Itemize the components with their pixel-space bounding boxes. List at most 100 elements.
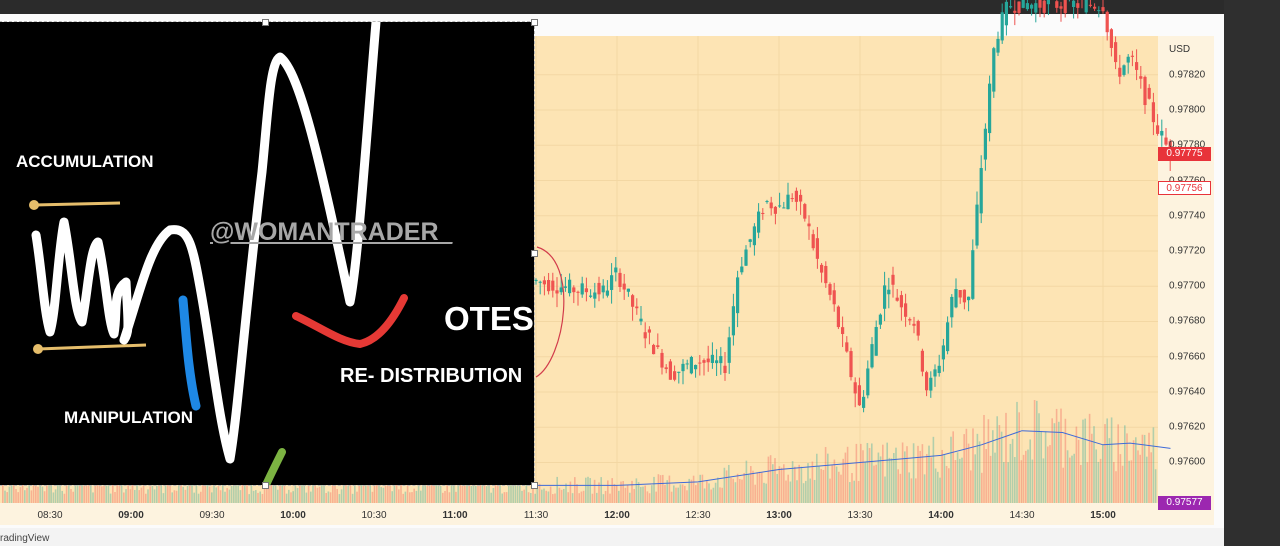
annotation-image[interactable]: ACCUMULATION @WOMANTRADER_ OTES RE- DIST… bbox=[0, 21, 535, 486]
volume-bar-452 bbox=[996, 416, 998, 503]
candle-body-30 bbox=[660, 352, 664, 368]
volume-bar-113 bbox=[250, 480, 253, 503]
volume-bar-65 bbox=[145, 493, 147, 503]
volume-bar-100 bbox=[222, 478, 224, 503]
volume-bar-312 bbox=[688, 478, 690, 503]
volume-bar-349 bbox=[769, 455, 772, 503]
volume-bar-105 bbox=[233, 484, 235, 503]
volume-bar-108 bbox=[239, 490, 242, 503]
volume-bar-252 bbox=[556, 476, 558, 503]
x-tick-label-9: 13:00 bbox=[766, 510, 792, 521]
manipulation-stroke bbox=[178, 295, 201, 411]
volume-bar-316 bbox=[697, 482, 699, 503]
volume-bar-176 bbox=[389, 485, 391, 503]
volume-bar-413 bbox=[910, 478, 913, 503]
volume-bar-119 bbox=[263, 481, 266, 503]
volume-bar-298 bbox=[657, 474, 660, 503]
accumulation-label: ACCUMULATION bbox=[16, 152, 154, 171]
volume-bar-293 bbox=[646, 491, 649, 503]
volume-bar-165 bbox=[365, 480, 367, 503]
candle-body-121 bbox=[1042, 0, 1046, 13]
volume-bar-292 bbox=[644, 485, 646, 503]
x-tick-label-1: 09:00 bbox=[118, 510, 144, 521]
volume-bar-510 bbox=[1124, 425, 1126, 503]
candle-body-66 bbox=[811, 234, 815, 249]
volume-bar-520 bbox=[1146, 456, 1148, 503]
candle-body-93 bbox=[925, 372, 929, 391]
volume-bar-415 bbox=[915, 478, 917, 503]
volume-bar-158 bbox=[349, 476, 352, 503]
candle-body-70 bbox=[828, 284, 832, 295]
candle-body-15 bbox=[597, 282, 601, 295]
volume-bar-397 bbox=[875, 464, 877, 503]
candle-body-81 bbox=[874, 326, 878, 356]
volume-bar-251 bbox=[554, 493, 556, 503]
volume-bar-422 bbox=[930, 457, 932, 503]
volume-bar-116 bbox=[257, 492, 259, 503]
candle-body-4 bbox=[551, 280, 555, 291]
volume-bar-64 bbox=[142, 483, 145, 503]
candle-body-111 bbox=[1000, 12, 1004, 41]
volume-bar-359 bbox=[791, 461, 794, 503]
candle-body-41 bbox=[706, 358, 710, 363]
candle-body-126 bbox=[1063, 0, 1067, 14]
candle-body-131 bbox=[1084, 0, 1088, 13]
candle-body-7 bbox=[563, 286, 567, 288]
volume-bar-417 bbox=[919, 450, 921, 503]
volume-bar-99 bbox=[219, 490, 222, 503]
volume-bar-168 bbox=[371, 491, 374, 503]
candle-body-73 bbox=[841, 327, 845, 335]
volume-bar-296 bbox=[653, 476, 655, 503]
candle-body-92 bbox=[920, 350, 924, 372]
volume-bar-36 bbox=[81, 479, 83, 503]
price-axis[interactable] bbox=[1158, 36, 1214, 503]
candle-body-134 bbox=[1097, 10, 1101, 12]
volume-bar-191 bbox=[422, 483, 424, 503]
volume-bar-396 bbox=[873, 465, 875, 503]
volume-bar-451 bbox=[994, 452, 996, 503]
candle-body-82 bbox=[878, 314, 882, 325]
volume-bar-117 bbox=[259, 491, 261, 503]
candle-body-24 bbox=[635, 306, 639, 309]
volume-bar-323 bbox=[712, 487, 715, 503]
volume-bar-161 bbox=[356, 491, 358, 503]
volume-bar-172 bbox=[380, 487, 382, 503]
resize-handle-top-right[interactable] bbox=[531, 19, 538, 26]
volume-bar-92 bbox=[204, 481, 206, 503]
resize-handle-bottom[interactable] bbox=[262, 482, 269, 489]
candle-body-56 bbox=[769, 202, 773, 209]
volume-bar-400 bbox=[882, 444, 884, 503]
candle-body-51 bbox=[748, 239, 752, 242]
volume-bar-186 bbox=[411, 492, 413, 503]
volume-bar-102 bbox=[226, 488, 228, 503]
volume-bar-88 bbox=[195, 479, 198, 503]
time-axis[interactable] bbox=[0, 503, 1214, 525]
candle-body-120 bbox=[1038, 0, 1042, 8]
volume-bar-59 bbox=[131, 480, 134, 503]
candle-body-29 bbox=[656, 345, 660, 347]
candle-body-104 bbox=[971, 250, 975, 299]
candle-body-32 bbox=[668, 361, 672, 380]
volume-bar-475 bbox=[1047, 446, 1049, 503]
volume-bar-282 bbox=[622, 481, 624, 503]
volume-bar-84 bbox=[186, 485, 189, 503]
volume-bar-441 bbox=[972, 428, 974, 503]
volume-bar-352 bbox=[776, 473, 778, 503]
volume-bar-491 bbox=[1082, 419, 1084, 503]
volume-bar-276 bbox=[609, 493, 611, 503]
volume-bar-188 bbox=[415, 490, 418, 503]
drawing-strokes bbox=[29, 22, 408, 485]
volume-bar-401 bbox=[884, 476, 886, 503]
volume-bar-484 bbox=[1066, 450, 1069, 503]
resize-handle-bottom-right[interactable] bbox=[531, 482, 538, 489]
volume-bar-130 bbox=[288, 489, 290, 503]
volume-bar-446 bbox=[983, 414, 985, 503]
volume-bar-70 bbox=[156, 485, 158, 503]
candle-body-146 bbox=[1147, 87, 1151, 99]
volume-bar-482 bbox=[1062, 467, 1064, 503]
resize-handle-top[interactable] bbox=[262, 19, 269, 26]
candle-body-103 bbox=[967, 296, 971, 301]
volume-bar-30 bbox=[68, 478, 70, 503]
resize-handle-right[interactable] bbox=[531, 250, 538, 257]
candle-body-53 bbox=[757, 211, 761, 233]
